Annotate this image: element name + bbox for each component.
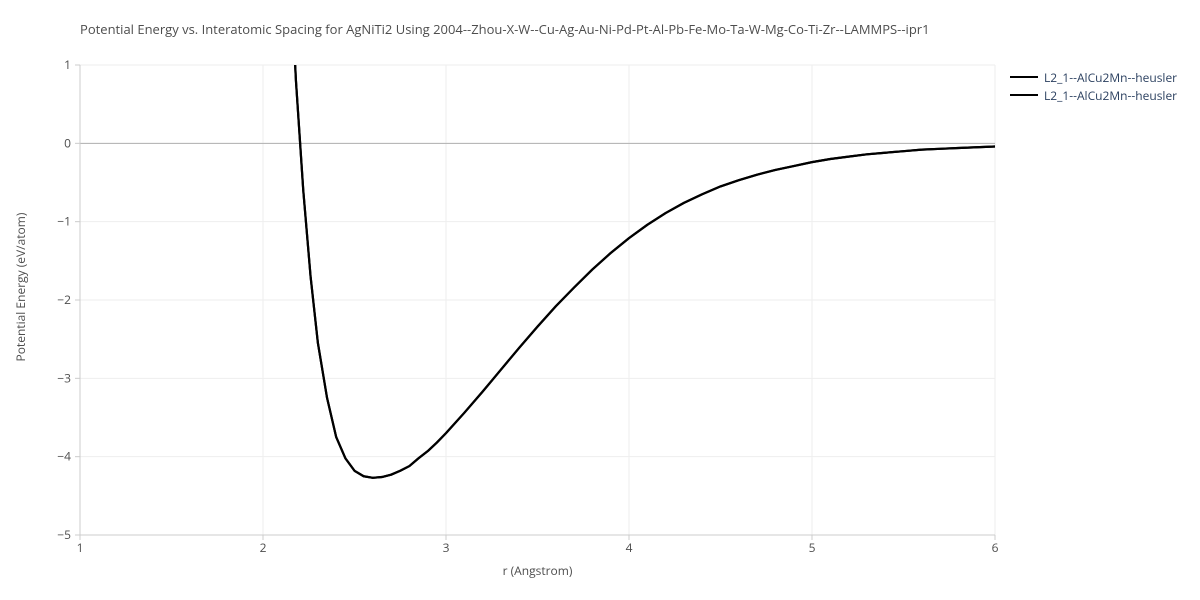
legend-item-0[interactable]: L2_1--AlCu2Mn--heusler [1010, 68, 1177, 86]
y-tick-label: 0 [64, 134, 71, 151]
y-tick-label: −3 [57, 369, 71, 386]
y-tick-label: −5 [57, 526, 71, 543]
legend[interactable]: L2_1--AlCu2Mn--heuslerL2_1--AlCu2Mn--heu… [1010, 68, 1177, 104]
y-tick-label: −2 [57, 291, 71, 308]
x-tick-label: 2 [260, 539, 267, 556]
x-tick-label: 3 [443, 539, 450, 556]
legend-label: L2_1--AlCu2Mn--heusler [1044, 87, 1177, 104]
x-tick-label: 4 [626, 539, 633, 556]
legend-swatch [1010, 76, 1038, 78]
chart-container: { "chart": { "type": "line", "title": "P… [0, 0, 1200, 600]
plot-svg: 1 2 3 4 5 6 −5 −4 −3 −2 −1 0 1 [50, 35, 1025, 565]
y-tick-label: 1 [64, 56, 71, 73]
y-tick-label: −1 [57, 213, 71, 230]
legend-label: L2_1--AlCu2Mn--heusler [1044, 69, 1177, 86]
y-axis-label: Potential Energy (eV/atom) [12, 213, 29, 362]
x-tick-label: 1 [77, 539, 84, 556]
y-tick-label: −4 [57, 448, 71, 465]
plot-area[interactable]: 123456−5−4−3−2−101 [80, 65, 995, 535]
legend-swatch [1010, 94, 1038, 96]
series-line-0[interactable] [285, 35, 995, 478]
x-tick-label: 5 [809, 539, 816, 556]
series-line-1[interactable] [285, 35, 995, 478]
x-tick-label: 6 [992, 539, 999, 556]
legend-item-1[interactable]: L2_1--AlCu2Mn--heusler [1010, 86, 1177, 104]
